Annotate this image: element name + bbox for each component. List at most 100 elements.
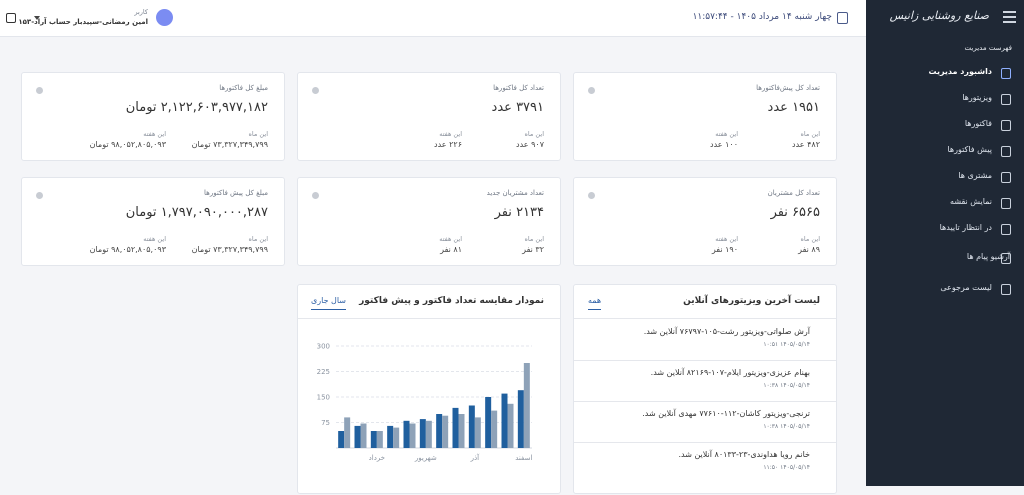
- card-total: ۱,۷۹۷,۰۹۰,۰۰۰,۲۸۷ تومان: [125, 205, 268, 220]
- stat-value: ۴۸۲ عدد: [792, 140, 820, 149]
- y-tick-label: 300: [317, 343, 330, 351]
- bar: [485, 397, 492, 448]
- stat-label: این هفته: [439, 130, 462, 138]
- bar: [419, 419, 426, 448]
- divider: [574, 401, 836, 402]
- menu-item[interactable]: نمایش نقشه: [866, 194, 1024, 212]
- bar: [491, 410, 498, 448]
- visitor-time: ۱۴۰۵/۰۵/۱۴ ۱۱:۵۰: [763, 464, 810, 471]
- visitor-time: ۱۴۰۵/۰۵/۱۴ ۱۰:۵۱: [763, 341, 810, 348]
- bar: [507, 403, 514, 448]
- card-title: مبلغ کل پیش فاکتورها: [204, 189, 268, 197]
- bar: [425, 420, 432, 448]
- online-visitors-panel: لیست آخرین ویزیتورهای آنلاین همه آرش صلوات…: [573, 284, 837, 494]
- user-role: کاربر: [134, 8, 148, 16]
- card-title: تعداد کل پیش‌فاکتورها: [756, 84, 820, 92]
- divider: [574, 318, 836, 319]
- panel-title: نمودار مقایسه تعداد فاکتور و پیش فاکتور: [359, 296, 544, 306]
- x-tick-label: خرداد: [369, 454, 385, 462]
- stat-value: ۸۱ نفر: [440, 245, 462, 254]
- x-tick-label: اسفند: [515, 454, 532, 462]
- menu-icon: [1001, 224, 1011, 235]
- user-name: امین رمضانی-سپیدبار حساب آراد-۱۵۳: [18, 18, 148, 26]
- stat-label: این هفته: [143, 130, 166, 138]
- card-dot: [36, 192, 43, 199]
- date: چهار شنبه ۱۴ مرداد ۱۴۰۵ - ۱۱:۵۷:۴۴: [692, 12, 832, 22]
- bar: [442, 415, 449, 448]
- stat-label: این ماه: [800, 130, 821, 138]
- divider: [574, 442, 836, 443]
- stat-value: ۹۸,۰۵۲,۸۰۵,۰۹۳ تومان: [89, 140, 166, 149]
- y-tick-label: 150: [317, 394, 330, 402]
- menu-item[interactable]: در انتظار تاییدها: [866, 220, 1024, 238]
- sidebar: صنایع روشنایی زانیس فهرست مدیریت داشبورد…: [866, 0, 1024, 486]
- menu-icon: [1001, 253, 1011, 264]
- y-tick-label: 225: [317, 368, 330, 376]
- bar: [354, 425, 361, 448]
- menu-label: فاکتورها: [964, 119, 992, 128]
- menu-icon: [1001, 94, 1011, 105]
- menu-item[interactable]: آرشیو پیام ها: [866, 249, 1024, 267]
- card-dot: [36, 87, 43, 94]
- stat-card: تعداد کل مشتریان ۶۵۶۵ نفر این ماه ۸۹ نفر این…: [573, 177, 837, 266]
- header: چهار شنبه ۱۴ مرداد ۱۴۰۵ - ۱۱:۵۷:۴۴ کاربر…: [0, 0, 866, 37]
- dropdown-arrow[interactable]: [34, 16, 40, 23]
- menu-item[interactable]: فاکتورها: [866, 116, 1024, 134]
- menu-item[interactable]: لیست مرجوعی: [866, 280, 1024, 298]
- stat-label: این ماه: [248, 235, 269, 243]
- menu-icon: [1001, 120, 1011, 131]
- stat-value: ۱۹۰ نفر: [711, 245, 738, 254]
- menu-icon: [1001, 172, 1011, 183]
- card-dot: [312, 192, 319, 199]
- visitor-text: بهنام عزیزی-ویزیتور ایلام-۱۰۷-۸۲۱۶۹ آنلا…: [650, 368, 810, 377]
- menu-icon: [1001, 284, 1011, 295]
- bar: [468, 405, 475, 448]
- bar: [338, 431, 345, 448]
- menu-item[interactable]: پیش فاکتورها: [866, 142, 1024, 160]
- card-dot: [588, 87, 595, 94]
- bar: [474, 417, 481, 448]
- menu-label: ویزیتورها: [962, 93, 992, 102]
- tab[interactable]: همه: [588, 296, 602, 310]
- visitor-text: خانم رویا هداوندی-۲۳-۸۰۱۳۳ آنلاین شد.: [678, 450, 810, 459]
- menu-toggle[interactable]: [1003, 11, 1016, 23]
- avatar[interactable]: [156, 9, 173, 26]
- visitor-text: ترنجی-ویزیتور کاشان-۱۱۲-۷۷۶۱۰ مهدی آنلای…: [642, 409, 810, 418]
- card-title: مبلغ کل فاکتورها: [219, 84, 268, 92]
- menu-icon: [1001, 68, 1011, 79]
- bar: [501, 393, 508, 448]
- x-tick-label: آذر: [470, 453, 480, 462]
- bar: [517, 390, 524, 448]
- bar: [452, 407, 459, 448]
- menu-item[interactable]: ویزیتورها: [866, 90, 1024, 108]
- menu-label: در انتظار تاییدها: [939, 223, 992, 232]
- stat-label: این هفته: [715, 130, 738, 138]
- section-title: فهرست مدیریت: [964, 44, 1012, 52]
- menu-icon: [1001, 198, 1011, 209]
- bar: [370, 431, 377, 448]
- tab[interactable]: سال جاری: [311, 296, 347, 310]
- menu-label: لیست مرجوعی: [940, 283, 992, 292]
- stat-label: این هفته: [715, 235, 738, 243]
- menu-icon: [1001, 146, 1011, 157]
- menu-item[interactable]: داشبورد مدیریت: [866, 64, 1024, 82]
- divider: [574, 360, 836, 361]
- stat-value: ۷۳,۳۲۷,۳۴۹,۷۹۹ تومان: [191, 245, 268, 254]
- bar: [393, 427, 400, 448]
- stat-value: ۲۲۶ عدد: [434, 140, 462, 149]
- menu-item[interactable]: مشتری ها: [866, 168, 1024, 186]
- stat-label: این هفته: [143, 235, 166, 243]
- menu-label: آرشیو پیام ها: [966, 252, 1010, 261]
- bar: [360, 423, 367, 448]
- bar: [403, 420, 410, 448]
- menu-label: مشتری ها: [958, 171, 992, 180]
- card-title: تعداد مشتریان جدید: [486, 189, 544, 197]
- visitor-time: ۱۴۰۵/۰۵/۱۴ ۱۰:۳۸: [763, 423, 810, 430]
- card-title: تعداد کل فاکتورها: [493, 84, 544, 92]
- stat-value: ۹۸,۰۵۲,۸۰۵,۰۹۳ تومان: [89, 245, 166, 254]
- logout-icon[interactable]: [6, 13, 16, 23]
- stat-card: تعداد مشتریان جدید ۲۱۳۴ نفر این ماه ۳۲ نفر ا…: [297, 177, 561, 266]
- x-tick-label: شهریور: [414, 454, 437, 462]
- stat-card: مبلغ کل پیش فاکتورها ۱,۷۹۷,۰۹۰,۰۰۰,۲۸۷ تو…: [21, 177, 285, 266]
